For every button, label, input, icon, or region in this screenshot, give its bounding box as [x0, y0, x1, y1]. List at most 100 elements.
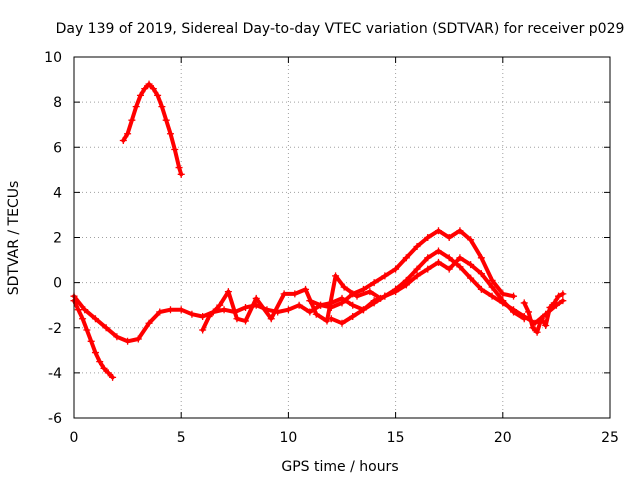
data-point — [520, 299, 528, 307]
data-point — [306, 308, 314, 316]
data-point — [413, 243, 421, 251]
data-point — [340, 283, 348, 291]
data-point — [104, 369, 112, 377]
data-point — [242, 303, 250, 311]
data-point — [158, 103, 166, 111]
data-point — [162, 116, 170, 124]
data-point — [74, 306, 82, 314]
y-tick-label: 6 — [53, 140, 62, 156]
data-point — [81, 306, 89, 314]
data-point — [370, 279, 378, 287]
data-point — [456, 263, 464, 271]
data-points — [70, 80, 567, 381]
data-point — [177, 306, 185, 314]
data-point — [302, 285, 310, 293]
series-trace — [307, 228, 516, 310]
data-point — [166, 130, 174, 138]
data-point — [434, 258, 442, 266]
data-point — [149, 85, 157, 93]
data-point — [550, 299, 558, 307]
data-point — [295, 301, 303, 309]
series-trace — [121, 82, 184, 177]
data-point — [171, 146, 179, 154]
x-tick-label: 15 — [387, 430, 405, 446]
data-point — [312, 310, 320, 318]
data-point — [467, 261, 475, 269]
data-point — [546, 303, 554, 311]
data-point — [291, 290, 299, 298]
data-point — [488, 276, 496, 284]
data-point — [445, 265, 453, 273]
data-point — [136, 91, 144, 99]
y-tick-label: 10 — [44, 50, 62, 66]
data-point — [332, 272, 340, 280]
data-point — [525, 308, 533, 316]
data-point — [199, 326, 207, 334]
data-point — [477, 254, 485, 262]
data-point — [323, 317, 331, 325]
data-point — [317, 301, 325, 309]
data-point — [499, 290, 507, 298]
data-point — [424, 265, 432, 273]
data-point — [555, 292, 563, 300]
data-point — [156, 308, 164, 316]
data-point — [402, 281, 410, 289]
data-point — [434, 247, 442, 255]
data-point — [252, 294, 260, 302]
y-axis-label: SDTVAR / TECUs — [6, 181, 22, 296]
axes — [73, 56, 611, 419]
data-point — [128, 116, 136, 124]
data-point — [145, 319, 153, 327]
data-point — [499, 297, 507, 305]
data-point — [96, 358, 104, 366]
data-point — [359, 306, 367, 314]
data-point — [349, 301, 357, 309]
data-point — [510, 292, 518, 300]
data-point — [467, 274, 475, 282]
y-tick-label: 8 — [53, 95, 62, 111]
y-tick-label: 4 — [53, 185, 62, 201]
data-point — [100, 364, 108, 372]
series-trace — [72, 298, 115, 380]
data-point — [349, 312, 357, 320]
y-tick-label: -6 — [48, 411, 62, 427]
data-point — [488, 283, 496, 291]
data-point — [413, 265, 421, 273]
data-point — [392, 265, 400, 273]
y-tick-label: -4 — [48, 366, 62, 382]
y-tick-label: -2 — [48, 321, 62, 337]
data-point — [220, 306, 228, 314]
data-point — [284, 306, 292, 314]
data-point — [477, 285, 485, 293]
data-point — [559, 290, 567, 298]
x-tick-label: 10 — [279, 430, 297, 446]
data-point — [145, 80, 153, 88]
data-point — [413, 272, 421, 280]
data-point — [338, 319, 346, 327]
x-tick-label: 5 — [177, 430, 186, 446]
grid — [74, 57, 610, 418]
x-tick-label: 25 — [601, 430, 619, 446]
chart-title: Day 139 of 2019, Sidereal Day-to-day VTE… — [56, 21, 625, 37]
data-point — [280, 290, 288, 298]
data-point — [134, 335, 142, 343]
data-point — [91, 349, 99, 357]
y-tick-label: 2 — [53, 231, 62, 247]
data-point — [381, 292, 389, 300]
data-point — [533, 328, 541, 336]
data-point — [141, 85, 149, 93]
data-point — [434, 227, 442, 235]
data-point — [188, 310, 196, 318]
series-trace — [200, 273, 383, 332]
data-point — [424, 254, 432, 262]
plot-frame — [73, 56, 611, 419]
series-main-lower — [70, 247, 567, 345]
x-axis-label: GPS time / hours — [281, 459, 398, 475]
data-point — [91, 315, 99, 323]
data-point — [242, 317, 250, 325]
data-point — [175, 164, 183, 172]
x-tick-label: 20 — [494, 430, 512, 446]
data-point — [79, 315, 87, 323]
series-dip-branch — [70, 297, 117, 381]
data-point — [477, 270, 485, 278]
